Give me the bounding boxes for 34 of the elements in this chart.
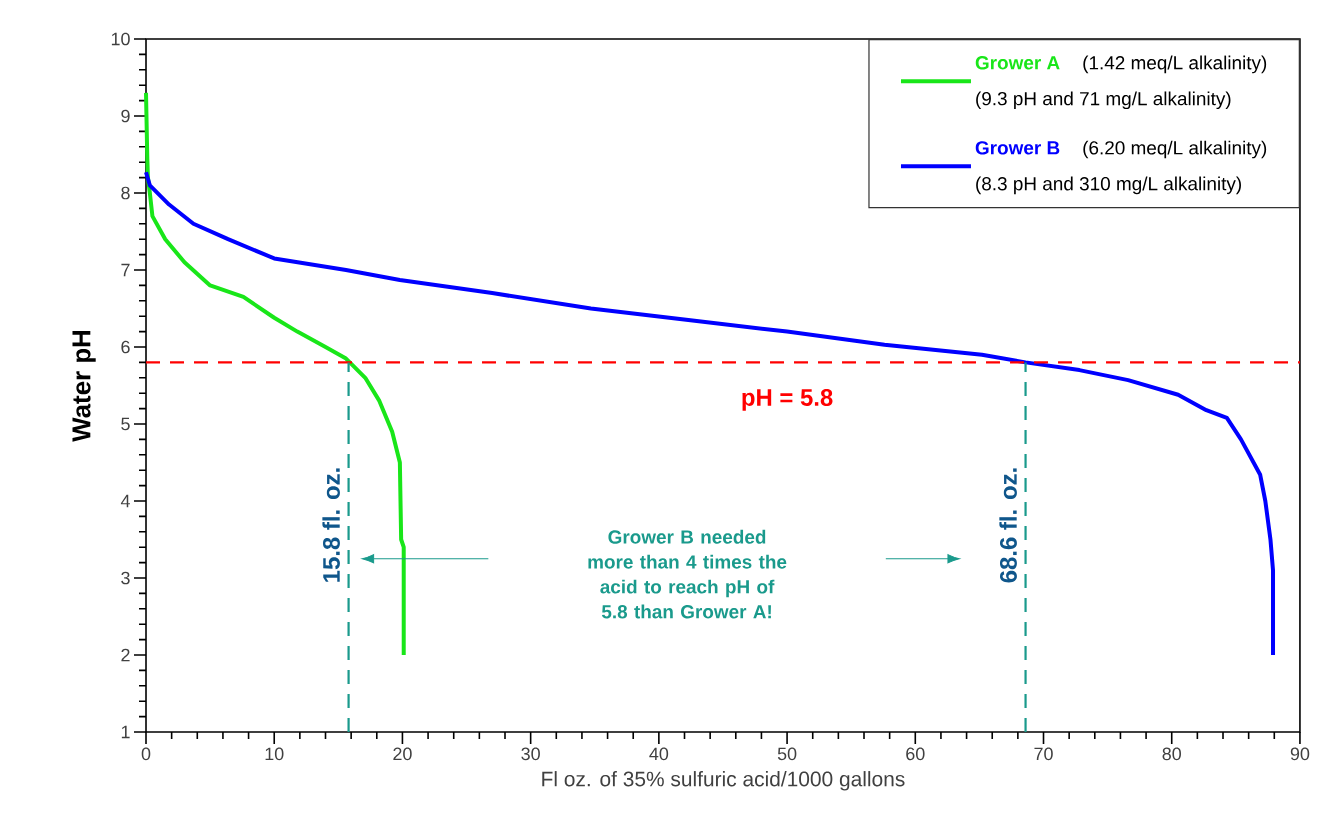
y-axis-title: Water pH bbox=[72, 330, 96, 442]
x-tick-label: 40 bbox=[649, 747, 669, 761]
x-tick-label: 50 bbox=[777, 747, 797, 761]
x-tick-label: 70 bbox=[1034, 747, 1053, 761]
y-tick-label: 2 bbox=[121, 648, 130, 662]
annotation: (6.20 meq/L alkalinity) bbox=[1083, 140, 1267, 159]
y-tick-label: 7 bbox=[121, 263, 130, 277]
x-tick-label: 10 bbox=[265, 747, 284, 761]
y-tick-label: 3 bbox=[121, 571, 130, 585]
annotation: (9.3 pH and 71 mg/L alkalinity) bbox=[976, 91, 1231, 110]
ref-line-label: 68.6 fl. oz. bbox=[999, 468, 1017, 583]
y-tick-label: 8 bbox=[121, 186, 130, 200]
y-tick-label: 1 bbox=[121, 725, 130, 739]
line-series bbox=[144, 170, 1276, 657]
y-tick-label: 4 bbox=[120, 494, 130, 508]
y-tick-label: 10 bbox=[111, 32, 130, 46]
ref-line-label: pH = 5.8 bbox=[742, 389, 833, 411]
text: Grower A bbox=[975, 56, 1060, 70]
x-tick-label: 80 bbox=[1162, 747, 1181, 761]
x-tick-label: 30 bbox=[521, 747, 540, 761]
ref-line-label: 15.8 fl. oz. bbox=[322, 468, 340, 582]
annotation: (8.3 pH and 310 mg/L alkalinity) bbox=[976, 176, 1241, 195]
text: Grower B bbox=[975, 141, 1060, 155]
x-tick-label: 60 bbox=[906, 747, 925, 761]
x-tick-label: 20 bbox=[393, 747, 412, 761]
annotation: Grower B needed more than 4 times the acid to reach pH of 5.8 than Grower A! bbox=[588, 529, 787, 619]
annotation: (1.42 meq/L alkalinity) bbox=[1083, 55, 1267, 74]
line-series bbox=[144, 90, 406, 657]
y-tick-label: 5 bbox=[121, 417, 130, 431]
y-tick-label: 9 bbox=[121, 109, 130, 123]
x-tick-label: 0 bbox=[141, 747, 151, 761]
y-tick-label: 6 bbox=[121, 340, 130, 354]
x-axis-title: Fl oz. of 35% sulfuric acid/1000 gallons bbox=[542, 771, 905, 791]
x-tick-label: 90 bbox=[1290, 747, 1310, 761]
